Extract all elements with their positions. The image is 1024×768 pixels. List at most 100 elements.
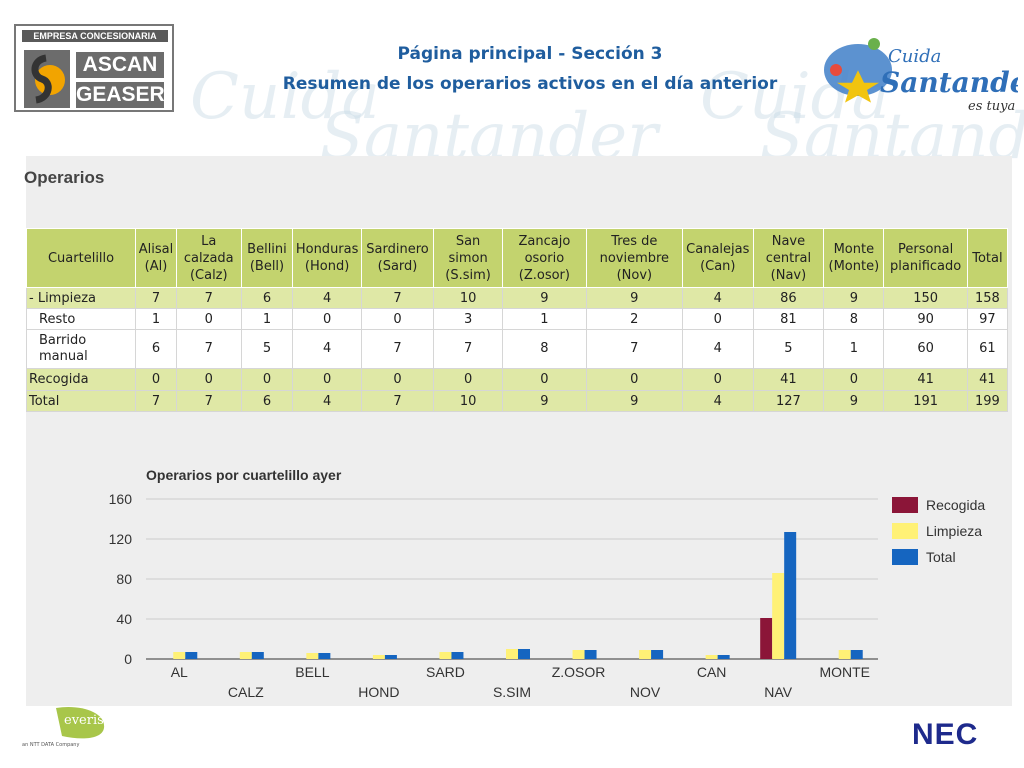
table-cell: 1 [135, 308, 177, 330]
table-cell: 0 [135, 368, 177, 391]
table-cell: 1 [823, 329, 885, 369]
row-label: Total [25, 390, 137, 412]
legend-swatch [892, 523, 918, 539]
bar-total [850, 650, 863, 659]
table-cell: 6 [240, 390, 294, 412]
legend-label: Total [926, 549, 956, 565]
table-cell: 1 [502, 308, 587, 330]
everis-brand: everis [64, 713, 104, 728]
bar-limpieza [239, 652, 252, 659]
bar-limpieza [439, 652, 452, 659]
table-cell: 7 [360, 390, 435, 412]
cuida-santander-logo: Cuida Santander es tuya [824, 38, 1018, 114]
table-cell: 4 [682, 390, 754, 412]
x-tick-label: NOV [630, 684, 661, 700]
table-cell: 9 [502, 390, 587, 412]
table-cell: 86 [752, 287, 825, 309]
table-cell: 9 [823, 287, 885, 309]
table-cell: 7 [135, 287, 177, 309]
bar-limpieza [506, 649, 518, 659]
table-cell: 0 [502, 368, 587, 391]
table-cell: 41 [883, 368, 968, 391]
table-cell: 41 [752, 368, 825, 391]
table-cell: 0 [682, 308, 754, 330]
x-tick-label: MONTE [819, 664, 870, 680]
row-label: - Limpieza [25, 287, 137, 309]
everis-sub: an NTT DATA Company [22, 742, 79, 748]
table-cell: 60 [883, 329, 968, 369]
bar-total [451, 652, 464, 659]
nec-logo: NEC [912, 718, 979, 751]
bar-total [518, 649, 530, 659]
logo-word-geaser: GEASER [76, 82, 165, 108]
y-tick-label: 160 [109, 491, 133, 507]
bar-limpieza [173, 652, 186, 659]
table-cell: 4 [682, 329, 754, 369]
table-cell: 7 [360, 287, 435, 309]
table-header-row: Cuartelillo Alisal (Al) La calzada (Calz… [25, 228, 1009, 288]
table-cell: 41 [966, 368, 1009, 391]
col-header: Bellini (Bell) [240, 228, 294, 288]
table-row: - Limpieza 7 7 6 4 7 10 9 9 4 86 9 150 1… [25, 287, 1009, 309]
ascan-geaser-logo: EMPRESA CONCESIONARIA ASCAN GEASER [14, 24, 174, 112]
bar-total [185, 652, 198, 659]
ascan-emblem-icon [24, 50, 70, 108]
table-cell: 4 [292, 329, 362, 369]
bar-limpieza [306, 653, 319, 659]
table-cell: 9 [585, 287, 684, 309]
table-cell: 81 [752, 308, 825, 330]
table-cell: 3 [433, 308, 504, 330]
logo-right-word3: es tuya [968, 99, 1015, 114]
bar-total [384, 655, 397, 659]
table-cell: 9 [823, 390, 885, 412]
bar-limpieza [772, 573, 785, 659]
table-cell: 2 [585, 308, 684, 330]
bar-limpieza [572, 650, 585, 659]
col-header: Cuartelillo [25, 228, 137, 288]
legend-label: Limpieza [926, 523, 982, 539]
operarios-table: Cuartelillo Alisal (Al) La calzada (Calz… [25, 228, 1009, 412]
y-tick-label: 40 [116, 611, 132, 627]
table-row: Resto 1 0 1 0 0 3 1 2 0 81 8 90 97 [25, 308, 1009, 330]
x-tick-label: HOND [358, 684, 399, 700]
x-tick-label: NAV [764, 684, 792, 700]
y-tick-label: 0 [124, 651, 132, 667]
row-label: Barrido manual [25, 329, 137, 369]
row-label: Resto [25, 308, 137, 330]
bar-total [651, 650, 664, 659]
table-cell: 0 [360, 308, 435, 330]
table-cell: 158 [966, 287, 1009, 309]
table-cell: 0 [292, 368, 362, 391]
table-cell: 5 [752, 329, 825, 369]
col-header: La calzada (Calz) [175, 228, 242, 288]
col-header: San simon (S.sim) [433, 228, 504, 288]
table-cell: 0 [292, 308, 362, 330]
chart-title: Operarios por cuartelillo ayer [146, 467, 342, 483]
y-tick-label: 80 [116, 571, 132, 587]
bar-recogida [760, 618, 773, 659]
col-header: Alisal (Al) [135, 228, 177, 288]
table-cell: 127 [752, 390, 825, 412]
col-header: Honduras (Hond) [292, 228, 362, 288]
bar-total [318, 653, 331, 659]
table-cell: 6 [135, 329, 177, 369]
background-watermark: Cuida [190, 60, 380, 134]
table-cell: 199 [966, 390, 1009, 412]
table-cell: 10 [433, 390, 504, 412]
logo-right-word2: Santander [880, 66, 1018, 99]
table-cell: 10 [433, 287, 504, 309]
page-subtitle: Resumen de los operarios activos en el d… [282, 74, 778, 94]
logo-right-word1: Cuida [888, 46, 941, 67]
x-tick-label: SARD [426, 664, 465, 680]
table-cell: 0 [823, 368, 885, 391]
col-header: Monte (Monte) [823, 228, 885, 288]
bar-total [584, 650, 597, 659]
table-cell: 5 [240, 329, 294, 369]
legend-swatch [892, 497, 918, 513]
table-cell: 4 [682, 287, 754, 309]
table-cell: 6 [240, 287, 294, 309]
bar-limpieza [372, 655, 385, 659]
page-title: Página principal - Sección 3 [397, 44, 663, 64]
table-cell: 0 [433, 368, 504, 391]
operarios-bar-chart: 0 40 80 120 160 AL CALZ BELL HOND SARD S.SIM Z.OSOR… [109, 491, 986, 700]
